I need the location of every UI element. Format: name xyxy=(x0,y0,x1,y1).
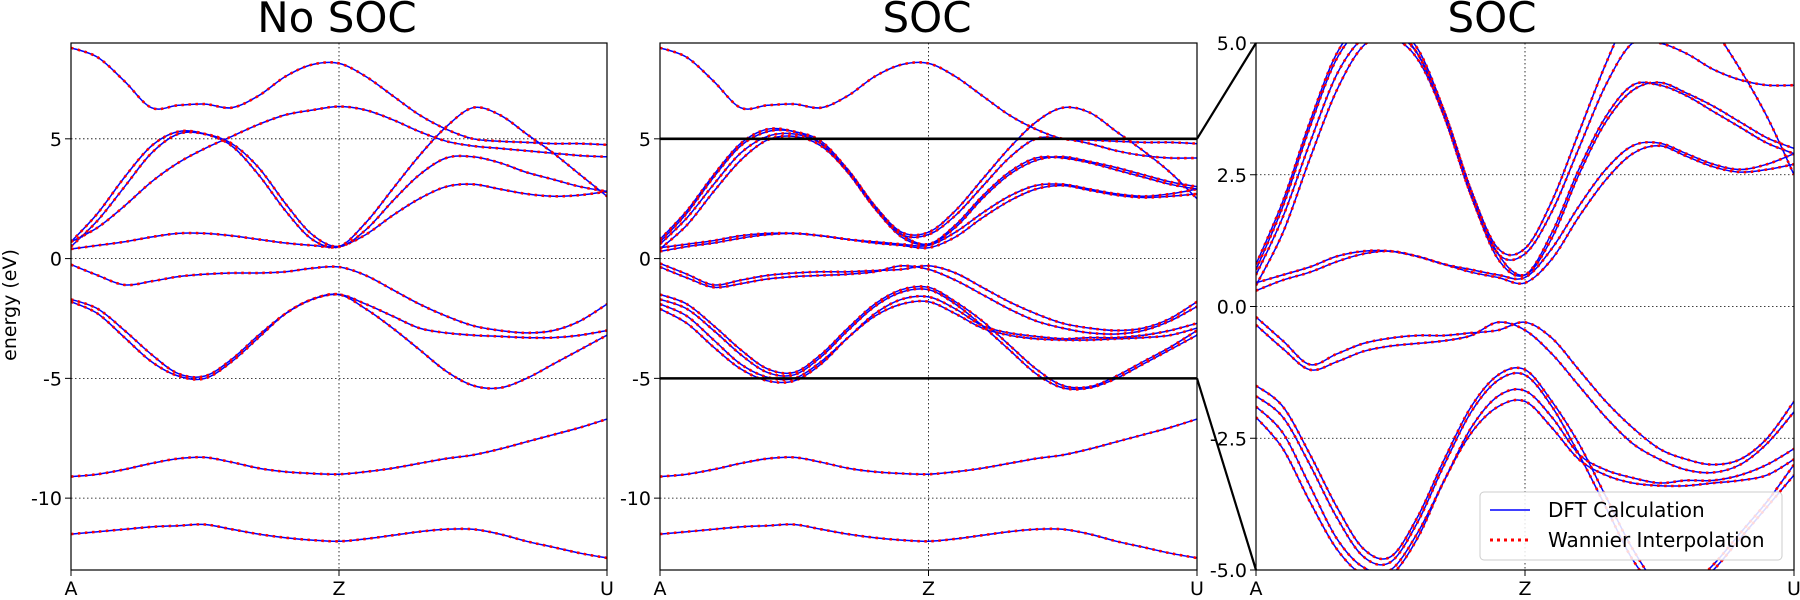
grid-lines xyxy=(1256,43,1794,570)
dft-band-3 xyxy=(71,293,607,390)
wannier-band-9 xyxy=(71,46,607,147)
x-tick-label: Z xyxy=(922,578,935,600)
panel-title-soc-zoom: SOC xyxy=(1447,0,1536,42)
wannier-band-1 xyxy=(1256,387,1794,570)
y-tick-label: 5.0 xyxy=(1217,33,1247,55)
x-tick-label: A xyxy=(65,578,78,600)
y-tick-label: -5.0 xyxy=(1210,560,1247,582)
y-tick-label: -5 xyxy=(632,368,651,390)
y-tick-label: -10 xyxy=(31,488,62,510)
dft-band-8 xyxy=(1256,43,1794,286)
dft-band-1 xyxy=(71,418,607,478)
zoom-connector-bottom xyxy=(1195,378,1258,571)
y-tick-label: 5 xyxy=(639,129,651,151)
dft-band-2 xyxy=(1256,372,1794,570)
x-tick-label: Z xyxy=(332,578,345,600)
dft-band-1 xyxy=(660,418,1197,478)
y-tick-label: 2.5 xyxy=(1217,165,1247,187)
legend-label-dft: DFT Calculation xyxy=(1548,498,1705,522)
panel-title-soc: SOC xyxy=(882,0,971,42)
y-tick-label: 0 xyxy=(639,249,651,271)
x-tick-label: U xyxy=(1787,578,1800,600)
dft-band-6 xyxy=(1256,145,1794,292)
wannier-band-6 xyxy=(660,264,1197,336)
panel-soc-zoom: SOC -5.0 -2.5 0.0 2.5 5.0 A Z U xyxy=(1210,0,1800,600)
dft-band-8 xyxy=(660,184,1197,253)
y-axis-label: energy (eV) xyxy=(0,249,21,361)
wannier-band-14 xyxy=(660,46,1197,145)
legend: DFT Calculation Wannier Interpolation xyxy=(1479,491,1783,561)
panel-soc-zoom-plot: -5.0 -2.5 0.0 2.5 5.0 A Z U xyxy=(1210,33,1800,600)
wannier-band-3 xyxy=(1256,366,1794,570)
wannier-band-2 xyxy=(660,299,1197,384)
wannier-band-7 xyxy=(71,105,607,249)
wannier-band-7 xyxy=(660,262,1197,332)
x-tick-label: U xyxy=(1190,578,1204,600)
dft-band-9 xyxy=(660,183,1197,249)
band-lines xyxy=(1256,43,1794,570)
wannier-band-4 xyxy=(660,287,1197,391)
y-tick-label: 0 xyxy=(50,249,62,271)
dft-band-0 xyxy=(660,523,1197,559)
x-tick-label: U xyxy=(600,578,614,600)
x-tick-label: A xyxy=(1250,578,1263,600)
y-tick-label: -10 xyxy=(620,488,651,510)
wannier-band-4 xyxy=(1256,320,1794,475)
y-tick-label: 5 xyxy=(50,129,62,151)
wannier-band-5 xyxy=(660,285,1197,390)
zoom-connector xyxy=(1195,42,1258,571)
legend-box xyxy=(1479,491,1783,561)
legend-label-wannier: Wannier Interpolation xyxy=(1548,528,1765,552)
band-lines xyxy=(71,46,607,560)
panel-soc: SOC -10 -5 0 5 A Z U xyxy=(620,0,1204,600)
wannier-band-10 xyxy=(1256,43,1794,271)
panel-title-no-soc: No SOC xyxy=(257,0,417,42)
y-tick-label: -5 xyxy=(43,368,62,390)
wannier-band-0 xyxy=(1256,398,1794,570)
x-tick-label: Z xyxy=(1518,578,1531,600)
dft-band-11 xyxy=(1256,43,1794,265)
wannier-band-12 xyxy=(660,128,1197,243)
dft-band-11 xyxy=(660,132,1197,246)
wannier-band-9 xyxy=(1256,43,1794,277)
wannier-band-8 xyxy=(71,105,607,243)
panel-soc-plot: -10 -5 0 5 A Z U xyxy=(620,42,1204,600)
x-tick-label: A xyxy=(654,578,667,600)
panel-no-soc-plot: -10 -5 0 5 A Z U xyxy=(31,42,614,600)
wannier-band-7 xyxy=(1256,140,1794,285)
zoom-connector-top xyxy=(1196,42,1257,140)
wannier-band-4 xyxy=(71,263,607,335)
dft-band-0 xyxy=(71,523,607,559)
y-tick-label: 0.0 xyxy=(1217,297,1247,319)
panel-no-soc: No SOC -10 -5 0 5 A Z U xyxy=(31,0,614,600)
wannier-band-5 xyxy=(1256,316,1794,466)
dft-band-3 xyxy=(660,295,1197,381)
y-tick-label: -2.5 xyxy=(1210,428,1247,450)
